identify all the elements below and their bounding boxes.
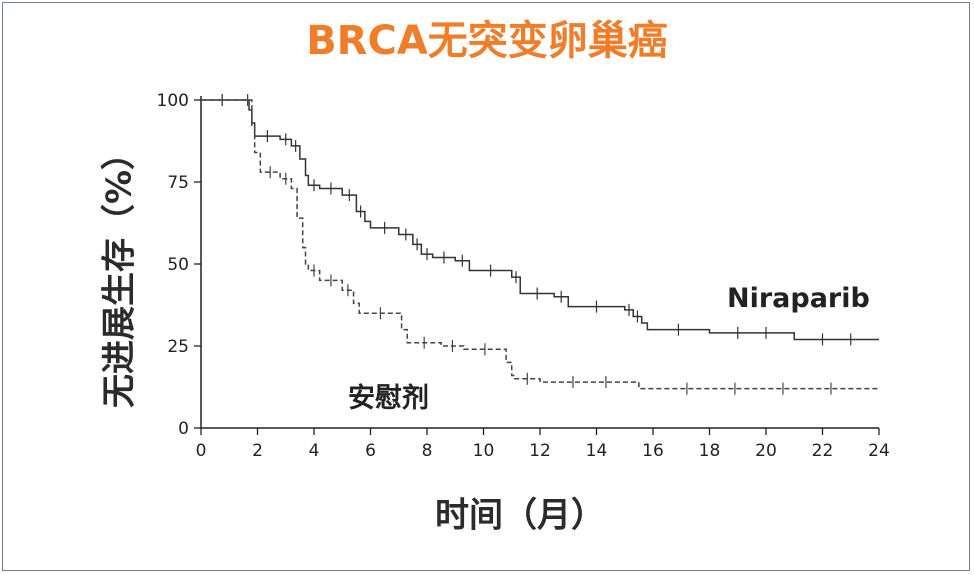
y-tick-label: 50 (167, 255, 189, 275)
series-line-1 (201, 99, 879, 390)
x-tick-label: 22 (812, 441, 834, 461)
x-tick-label: 0 (196, 441, 207, 461)
x-tick-label: 10 (473, 441, 495, 461)
y-tick-label: 100 (157, 91, 189, 111)
series-label-placebo: 安慰剂 (348, 383, 429, 414)
x-tick-label: 6 (365, 441, 376, 461)
x-tick-label: 18 (699, 441, 721, 461)
x-axis-label: 时间（月） (435, 495, 605, 536)
y-tick-label: 25 (167, 337, 189, 357)
x-tick-label: 24 (868, 441, 890, 461)
chart-title: BRCA无突变卵巢癌 (306, 18, 668, 64)
series-line-0 (201, 99, 879, 341)
x-tick-label: 8 (422, 441, 433, 461)
x-tick-label: 4 (309, 441, 320, 461)
x-tick-label: 14 (586, 441, 608, 461)
series-label-niraparib: Niraparib (727, 283, 870, 314)
x-tick-label: 16 (642, 441, 664, 461)
y-tick-label: 0 (178, 419, 189, 439)
x-tick-label: 12 (529, 441, 551, 461)
x-tick-label: 2 (252, 441, 263, 461)
y-tick-label: 75 (167, 173, 189, 193)
x-tick-label: 20 (755, 441, 777, 461)
